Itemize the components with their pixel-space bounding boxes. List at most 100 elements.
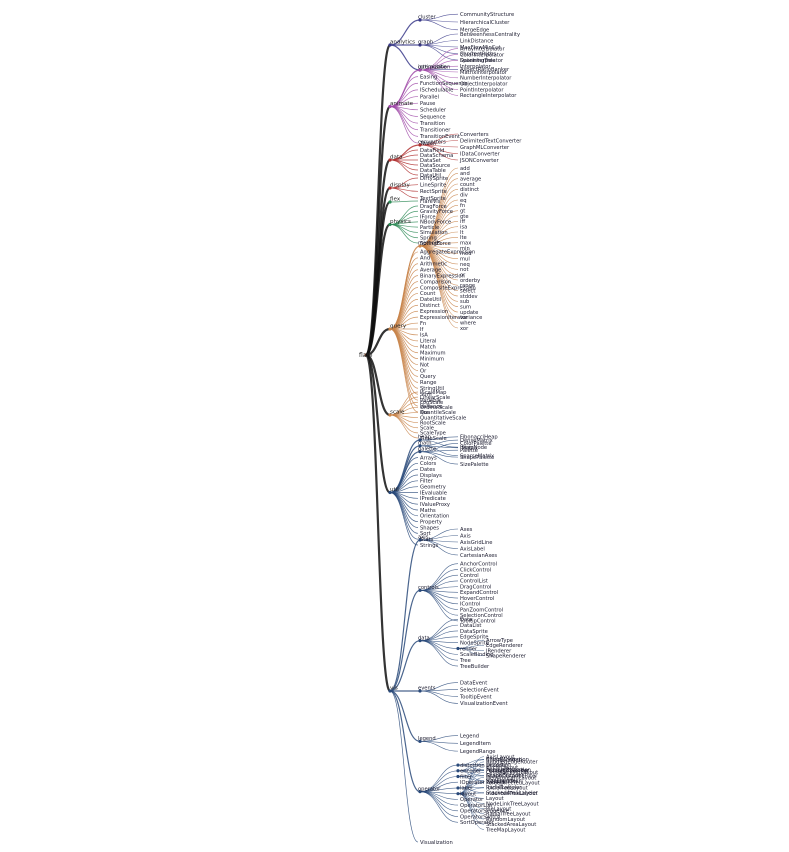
group-query-6-leaf-string-util-23: StringUtil (420, 386, 444, 392)
group-vis-9-sub-operator-leaf-encoder-1-child-size-encoder-4: SizeEncoder (486, 778, 519, 784)
group-analytics-0-sub-graph-leaf-betweenness-centrality-0: BetweennessCentrality (460, 32, 520, 38)
group-scale-7-leaf-log-scale-2: LogScale (420, 400, 443, 406)
group-query-6-leaf-count-7-link (389, 293, 419, 330)
group-util-8-leaf-stats-14: Stats (420, 537, 434, 543)
group-vis-9-sub-operator-leaf-filter-2-child-visibility-filter-2-link (457, 776, 485, 782)
group-query-6-sub-methods-leaf-lt-12: lt (460, 230, 463, 236)
group-analytics-0-sub-optimization-link (389, 44, 421, 71)
group-display-3-leaf-text-sprite-3-link (389, 187, 419, 199)
group-animate-1-sub-interpolate-leaf-point-interpolator-7: PointInterpolator (460, 87, 504, 93)
group-query-6-sub-methods-leaf-isa-11: isa (460, 224, 467, 230)
group-vis-9-sub-controls-leaf-control-2: Control (460, 573, 479, 579)
group-animate-1-leaf-transition-event-9: TransitionEvent (419, 134, 460, 140)
group-query-6-sub-methods-leaf-div-5: div (460, 192, 468, 198)
group-vis-9-sub-operator-leaf-operator-list-7: OperatorList (460, 803, 492, 809)
group-vis-9-sub-operator-leaf-layout-5-child-stacked-area-layout-13: StackedAreaLayout (486, 822, 536, 828)
group-query-6-sub-methods-leaf-gt-8: gt (460, 208, 465, 214)
group-vis-9-sub-operator-leaf-layout-5-child-circle-layout-2-link (457, 766, 485, 794)
group-query-6-sub-methods-label: methods (418, 241, 441, 247)
group-vis-9-sub-axis-leaf-axis-label-3: AxisLabel (460, 546, 485, 552)
group-query-6-sub-methods-leaf-update-27: update (460, 310, 478, 316)
group-data-2-sub-converters-leaf-converters-0: Converters (460, 132, 489, 138)
group-scale-7-leaf-quantitative-scale-5: QuantitativeScale (420, 415, 466, 421)
group-scale-7-leaf-linear-scale-1: LinearScale (420, 395, 450, 401)
group-analytics-0-sub-cluster-link (389, 19, 421, 46)
group-vis-9-sub-axis-leaf-axes-0: Axes (460, 527, 473, 533)
group-query-6-leaf-expression-iterator-11: ExpressionIterator (420, 315, 468, 321)
group-vis-9-sub-operator-leaf-sort-operator-10-link (419, 791, 459, 823)
group-util-8-leaf-dates-2: Dates (420, 467, 435, 473)
group-vis-9-sub-operator-link (389, 690, 421, 793)
group-vis-9-sub-operator-leaf-layout-5-child-dendrogram-layout-4: DendrogramLayout (486, 775, 536, 781)
group-util-8-leaf-strings-15: Strings (420, 543, 438, 549)
group-vis-9-sub-data-leaf-tree-7: Tree (459, 658, 471, 664)
group-vis-9-sub-data-leaf-render-5-child-shape-renderer-3-link (457, 648, 485, 656)
group-vis-9-sub-operator-leaf-layout-5-child-indented-tree-layout-7: IndentedTreeLayout (486, 791, 538, 797)
group-analytics-0-sub-graph-leaf-max-flow-min-cut-2: MaxFlowMinCut (460, 45, 501, 51)
group-vis-9-sub-operator-leaf-filter-2-child-graph-distance-filter-1: GraphDistanceFilter (486, 774, 538, 780)
group-util-8-sub-math-leaf-dense-matrix-0: DenseMatrix (460, 438, 493, 444)
group-util-8-sub-heap-leaf-heap-node-1: HeapNode (460, 445, 487, 451)
group-animate-1-sub-interpolate-leaf-object-interpolator-6: ObjectInterpolator (460, 82, 508, 88)
group-query-6-leaf-maximum-17: Maximum (420, 351, 446, 357)
group-vis-9-sub-data-leaf-render-5-child-arrow-type-0: ArrowType (486, 638, 513, 644)
group-animate-1-leaf-function-sequence-1: FunctionSequence (420, 81, 468, 87)
group-vis-9-sub-controls-leaf-tooltip-control-10: TooltipControl (459, 619, 496, 625)
group-query-6-sub-methods-leaf-stddev-24: stddev (460, 294, 478, 300)
group-physics-5-link (364, 223, 392, 357)
group-vis-9-sub-operator-leaf-filter-2: filter (460, 774, 473, 780)
group-vis-9-sub-legend-leaf-legend-0: Legend (460, 733, 479, 739)
group-vis-9-link (364, 353, 392, 693)
group-vis-9-sub-events-leaf-tooltip-event-2: TooltipEvent (459, 694, 492, 700)
group-query-6-sub-methods-leaf-xor-30-link (419, 245, 459, 329)
group-analytics-0-sub-graph-leaf-spanning-tree-4-link (419, 44, 459, 61)
group-vis-9-sub-operator-leaf-layout-5-child-icicle-tree-layout-6: IcicleTreeLayout (486, 786, 528, 792)
group-query-6-leaf-comparison-5: Comparison (420, 279, 451, 285)
group-query-6-leaf-average-3: Average (420, 268, 441, 274)
group-util-8-sub-palette-leaf-size-palette-3-link (419, 451, 459, 465)
group-data-2-leaf-data-util-5-link (389, 159, 419, 176)
group-vis-9-sub-operator-leaf-layout-5-child-force-directed-layout-5: ForceDirectedLayout (486, 780, 540, 786)
group-animate-1-leaf-transitioner-8: Transitioner (419, 128, 451, 134)
group-vis-9-sub-data-leaf-render-5-child-irenderer-2: IRenderer (486, 648, 512, 654)
group-util-8-leaf-maths-9: Maths (420, 508, 436, 514)
group-vis-9-sub-operator-leaf-operator-sequence-8: OperatorSequence (460, 809, 509, 815)
group-util-8-leaf-arrays-0: Arrays (420, 455, 437, 461)
group-data-2-sub-converters-label: converters (418, 140, 446, 146)
group-display-3-label: display (390, 182, 411, 188)
group-vis-9-sub-operator-leaf-ioperator-3: IOperator (460, 780, 486, 786)
group-vis-9-sub-events-leaf-tooltip-event-2-link (419, 690, 459, 697)
group-util-8-sub-math-leaf-imatrix-1: IMatrix (460, 446, 478, 452)
group-animate-1-sub-interpolate-leaf-date-interpolator-2: DateInterpolator (460, 58, 504, 64)
group-query-6-leaf-match-16: Match (420, 345, 436, 351)
group-animate-1-sub-interpolate-leaf-array-interpolator-0: ArrayInterpolator (460, 46, 505, 52)
group-analytics-0-sub-graph-leaf-shortest-paths-3: ShortestPaths (460, 51, 496, 57)
group-query-6-sub-methods-leaf-count-3: count (460, 182, 475, 188)
group-vis-9-sub-operator-leaf-distortion-0-child-fisheye-distortion-2: FisheyeDistortion (486, 767, 531, 773)
group-vis-9-sub-operator-leaf-layout-5-child-pie-layout-10: PieLayout (486, 806, 511, 812)
group-vis-9-sub-data-link (389, 640, 421, 692)
group-util-8-leaf-property-11-link (389, 492, 419, 523)
group-physics-5-leaf-simulation-5: Simulation (420, 230, 448, 236)
group-util-8-sub-palette-leaf-color-palette-0: ColorPalette (460, 441, 492, 447)
group-scale-7-leaf-root-scale-6: RootScale (420, 420, 446, 426)
group-vis-9-sub-controls-leaf-pan-zoom-control-8-link (419, 590, 459, 610)
group-query-6-leaf-fn-12: Fn (420, 321, 426, 327)
group-query-6-leaf-arithmetic-2: Arithmetic (420, 262, 447, 268)
group-analytics-0-sub-graph-leaf-spanning-tree-4: SpanningTree (460, 58, 495, 64)
group-vis-9-sub-data-leaf-data-0-link (419, 618, 459, 641)
group-util-8-leaf-sort-13: Sort (420, 531, 431, 537)
group-vis-9-sub-data-leaf-data-0: Data (460, 617, 472, 623)
group-animate-1-sub-interpolate-leaf-rectangle-interpolator-8-link (419, 69, 459, 96)
group-vis-9-sub-operator-leaf-sort-operator-10: SortOperator (460, 820, 495, 826)
group-vis-9-sub-operator-leaf-label-4-child-stacked-area-labeler-2-link (457, 787, 485, 793)
group-vis-9-sub-events-leaf-visualization-event-3: VisualizationEvent (460, 701, 508, 707)
group-util-8-sub-heap-leaf-heap-node-1-link (419, 439, 459, 448)
group-vis-9-sub-operator-leaf-label-4-child-stacked-area-labeler-2: StackedAreaLabeler (486, 790, 539, 796)
group-vis-9-sub-operator-leaf-layout-5-child-circle-packing-layout-3: CirclePackingLayout (486, 770, 538, 776)
group-physics-5-leaf-nbody-force-3: NBodyForce (420, 220, 451, 226)
group-vis-9-sub-operator-leaf-encoder-1-child-encoder-1: Encoder (486, 763, 508, 769)
group-vis-9-sub-controls-leaf-icontrol-7: IControl (460, 602, 480, 608)
group-util-8-leaf-property-11: Property (420, 519, 442, 525)
labels: flare analytics cluster CommunityStructure H… (359, 12, 540, 846)
